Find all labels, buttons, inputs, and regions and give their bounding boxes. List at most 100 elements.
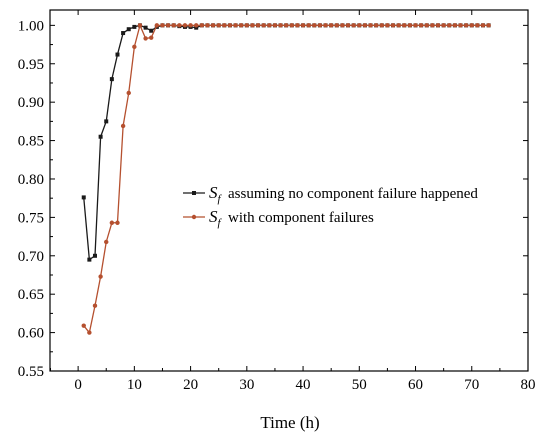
data-point xyxy=(413,23,418,28)
data-point xyxy=(357,23,362,28)
data-point xyxy=(239,23,244,28)
data-point xyxy=(396,23,401,28)
data-point xyxy=(177,23,182,28)
x-tick-label: 40 xyxy=(296,377,311,393)
y-tick-label: 0.55 xyxy=(18,364,44,380)
data-point xyxy=(149,35,154,40)
data-point xyxy=(126,27,131,32)
axes-layer: 0 10 20 30 40 50 60 70 80 0.55 0.60 0.65 0.70 0.75 0.8… xyxy=(18,10,536,393)
data-point xyxy=(463,23,469,28)
data-point xyxy=(87,330,92,335)
x-tick-label: 60 xyxy=(408,377,423,393)
data-point xyxy=(261,23,266,28)
legend-symbol: Sf xyxy=(209,183,223,205)
data-point xyxy=(323,23,328,28)
data-point xyxy=(98,274,103,279)
data-point xyxy=(402,23,407,28)
data-point xyxy=(210,23,216,28)
data-point xyxy=(120,123,126,129)
data-point xyxy=(469,23,474,28)
data-point xyxy=(109,220,115,225)
data-point xyxy=(272,23,278,28)
y-tick-label: 0.70 xyxy=(18,249,44,265)
legend-item: Sf with component failures xyxy=(183,207,374,229)
data-point xyxy=(328,23,334,28)
data-point xyxy=(452,23,458,28)
data-point xyxy=(390,23,396,28)
data-point xyxy=(222,23,227,28)
data-point xyxy=(441,23,446,28)
data-point xyxy=(137,23,143,28)
data-point xyxy=(132,24,137,29)
data-point xyxy=(194,25,199,30)
data-point xyxy=(379,23,384,28)
data-point xyxy=(418,23,424,28)
data-point xyxy=(143,36,148,41)
y-tick-label: 1.00 xyxy=(18,18,44,34)
legend-subscript: f xyxy=(218,217,223,229)
data-point xyxy=(115,220,120,225)
data-point xyxy=(126,90,131,96)
data-point xyxy=(160,23,165,28)
data-point xyxy=(351,23,356,28)
legend-label: with component failures xyxy=(228,210,374,226)
data-point xyxy=(480,23,486,28)
data-point xyxy=(182,23,188,28)
y-tick-label: 0.95 xyxy=(18,57,44,73)
data-point xyxy=(267,23,272,28)
data-point xyxy=(345,23,351,28)
data-point xyxy=(486,23,491,28)
x-tick-label: 50 xyxy=(352,377,367,393)
data-point xyxy=(154,23,160,28)
data-point xyxy=(81,323,86,328)
data-point xyxy=(216,23,221,28)
data-point xyxy=(233,23,238,28)
data-point xyxy=(132,44,137,50)
data-point xyxy=(104,239,109,245)
plot-area xyxy=(49,9,529,372)
legend-symbol: Sf xyxy=(209,207,223,229)
x-tick-label: 80 xyxy=(521,377,536,393)
data-point xyxy=(340,23,345,28)
legend: Sf assuming no component failure happened… xyxy=(183,183,478,229)
y-tick-label: 0.75 xyxy=(18,210,44,226)
data-point xyxy=(255,23,261,28)
data-point xyxy=(92,303,98,308)
data-point xyxy=(205,23,210,28)
data-point xyxy=(368,23,373,28)
y-tick-label: 0.65 xyxy=(18,287,44,303)
data-point xyxy=(199,23,205,28)
data-point xyxy=(227,23,233,28)
data-point xyxy=(458,23,463,28)
data-point xyxy=(424,23,429,28)
data-point xyxy=(109,77,114,82)
data-point xyxy=(362,23,368,28)
data-point xyxy=(165,23,171,28)
data-point xyxy=(373,23,379,28)
data-point xyxy=(81,195,86,200)
x-tick-label: 30 xyxy=(239,377,254,393)
y-tick-label: 0.85 xyxy=(18,134,44,150)
x-tick-label: 0 xyxy=(74,377,82,393)
data-point xyxy=(194,23,199,28)
data-point xyxy=(317,23,323,28)
plot-frame xyxy=(49,9,529,372)
data-point xyxy=(306,23,311,28)
legend-item: Sf assuming no component failure happened xyxy=(183,183,478,205)
data-point xyxy=(104,119,109,124)
series-2 xyxy=(81,23,491,335)
data-point xyxy=(121,31,126,36)
series-line xyxy=(83,23,489,335)
y-tick-label: 0.90 xyxy=(18,95,44,111)
data-point xyxy=(98,134,103,139)
x-tick-label: 70 xyxy=(464,377,479,393)
data-point xyxy=(435,23,441,28)
data-point xyxy=(334,23,339,28)
data-point xyxy=(289,23,295,28)
legend-label: assuming no component failure happened xyxy=(228,186,478,202)
data-point xyxy=(312,23,317,28)
legend-subscript: f xyxy=(218,193,223,205)
x-tick-label: 20 xyxy=(183,377,198,393)
data-point xyxy=(250,23,255,28)
data-point xyxy=(278,23,283,28)
